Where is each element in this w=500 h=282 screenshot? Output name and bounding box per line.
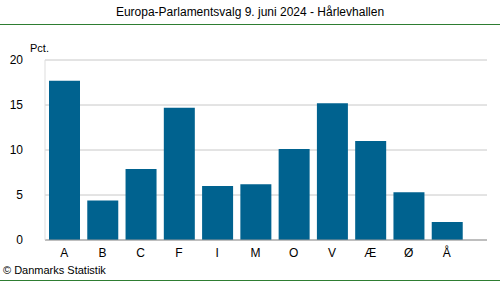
svg-text:F: F [175,246,182,260]
svg-text:M: M [251,246,261,260]
svg-text:20: 20 [10,53,24,67]
svg-text:Æ: Æ [364,246,376,260]
svg-text:V: V [328,246,336,260]
svg-text:A: A [60,246,68,260]
svg-text:10: 10 [10,143,24,157]
html-text:Europa-Parlamentsvalg 9. juni: Europa-Parlamentsvalg 9. juni 2024 - Hår… [115,5,385,19]
svg-text:C: C [136,246,145,260]
svg-text:Ø: Ø [404,246,413,260]
svg-text:Å: Å [443,245,451,260]
svg-text:I: I [216,246,219,260]
svg-text:0: 0 [16,233,23,247]
html-text:Pct.: Pct. [30,42,49,54]
svg-text:O: O [289,246,298,260]
html-text:© Danmarks Statistik: © Danmarks Statistik [3,264,106,276]
svg-text:B: B [98,246,106,260]
svg-text:5: 5 [16,188,23,202]
svg-text:15: 15 [10,98,24,112]
